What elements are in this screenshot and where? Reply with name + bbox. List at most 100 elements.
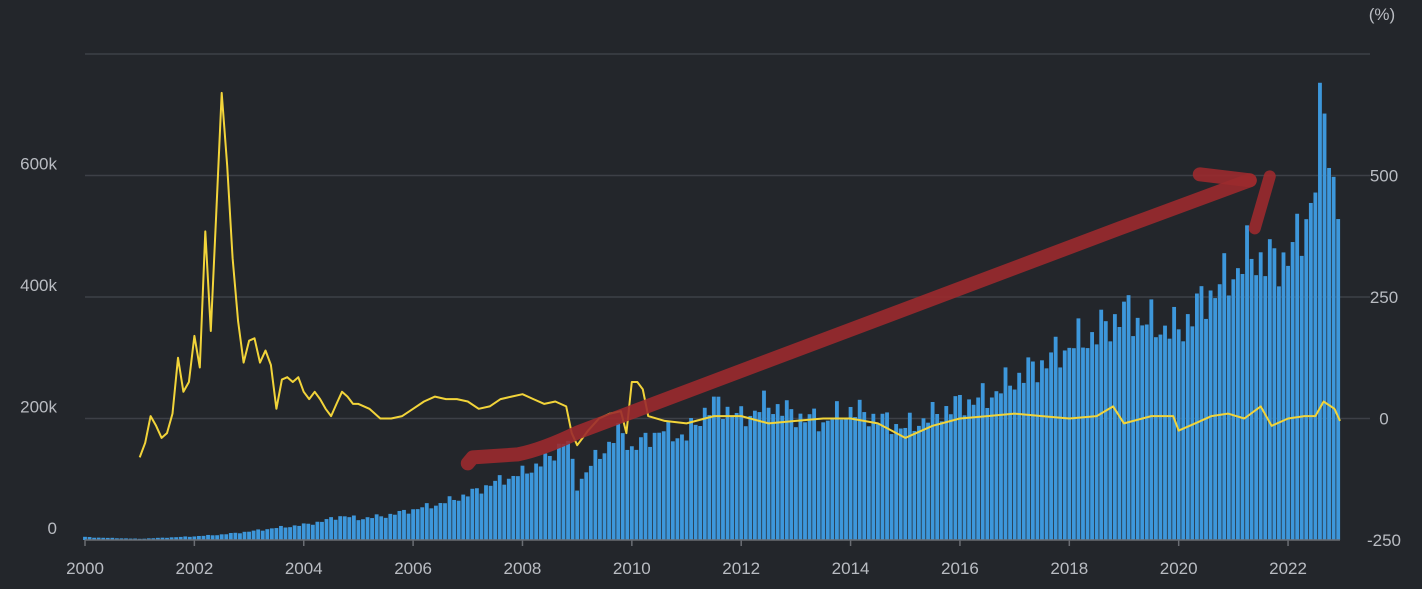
bar-165: [834, 401, 839, 540]
bar-221: [1090, 332, 1095, 540]
bar-271: [1318, 82, 1322, 540]
bar-138: [711, 396, 716, 540]
bar-189: [944, 406, 949, 540]
bar-63: [370, 518, 375, 540]
x-tick-label-2016: 2016: [941, 559, 979, 578]
bar-205: [1017, 372, 1022, 540]
bar-219: [1081, 347, 1085, 540]
bar-267: [1299, 255, 1304, 540]
bar-99: [534, 463, 539, 540]
bar-16: [155, 537, 160, 540]
bar-50: [310, 524, 315, 540]
bar-168: [848, 406, 853, 540]
bar-255: [1245, 225, 1249, 541]
bar-47: [297, 525, 302, 540]
bar-35: [242, 531, 247, 540]
bar-46: [292, 525, 297, 540]
bar-215: [1062, 350, 1067, 540]
bar-54: [329, 517, 333, 540]
bar-61: [361, 519, 365, 540]
bar-171: [862, 412, 867, 540]
bar-53: [324, 519, 329, 540]
bar-101: [543, 453, 548, 540]
bar-252: [1231, 279, 1236, 540]
bar-253: [1236, 268, 1240, 540]
bar-229: [1126, 295, 1131, 540]
bar-107: [570, 458, 575, 540]
bar-52: [320, 521, 324, 540]
bar-89: [488, 485, 493, 540]
bar-117: [616, 422, 621, 540]
bar-235: [1153, 337, 1158, 540]
bar-270: [1313, 192, 1318, 540]
bar-57: [342, 516, 347, 540]
bar-196: [976, 397, 981, 540]
bar-248: [1213, 298, 1218, 540]
bar-115: [607, 441, 611, 540]
bar-48: [301, 523, 306, 540]
bar-243: [1190, 326, 1195, 540]
bar-158: [803, 422, 807, 540]
bar-0: [83, 536, 87, 540]
bar-96: [520, 465, 525, 540]
bar-147: [752, 410, 757, 540]
bar-6: [110, 537, 115, 540]
bar-114: [602, 453, 607, 540]
bar-30: [219, 534, 224, 540]
bar-122: [639, 437, 643, 540]
bar-260: [1267, 239, 1272, 540]
bar-139: [716, 396, 721, 540]
bar-series: [83, 82, 1341, 541]
bar-144: [739, 406, 744, 540]
bar-153: [780, 415, 785, 540]
bar-8: [119, 538, 124, 540]
bar-22: [183, 536, 188, 540]
bar-80: [447, 496, 452, 540]
y-right-tick-label--250: -250: [1367, 531, 1401, 550]
bar-207: [1026, 357, 1031, 540]
bar-103: [552, 460, 557, 540]
bar-39: [260, 530, 265, 540]
bar-119: [625, 449, 630, 540]
bar-240: [1176, 329, 1181, 540]
bar-33: [233, 532, 238, 540]
bar-67: [388, 513, 393, 540]
bar-45: [288, 527, 292, 540]
x-tick-label-2004: 2004: [285, 559, 323, 578]
bar-75: [424, 503, 429, 540]
bar-210: [1040, 360, 1044, 540]
bar-142: [730, 415, 735, 540]
bar-113: [598, 458, 602, 540]
bar-27: [206, 534, 210, 540]
bar-135: [698, 426, 703, 540]
bar-224: [1103, 321, 1108, 540]
bar-174: [876, 424, 880, 540]
bar-83: [461, 494, 466, 540]
bar-216: [1067, 347, 1072, 540]
bar-104: [557, 443, 561, 540]
bar-265: [1290, 242, 1295, 540]
bar-178: [894, 424, 899, 540]
axis-layer: 0 200k 400k 600k -250 0 250 500 2000 2002 2004 2006…: [20, 155, 1401, 579]
x-tick-label-2014: 2014: [832, 559, 870, 578]
growth-line: [138, 91, 1341, 458]
x-tick-label-2010: 2010: [613, 559, 651, 578]
bar-109: [579, 478, 584, 540]
bar-38: [256, 529, 261, 540]
bar-34: [238, 533, 242, 540]
bar-141: [725, 406, 730, 540]
bar-58: [347, 517, 352, 540]
bar-129: [670, 441, 675, 540]
bar-76: [429, 508, 434, 540]
y-left-tick-label-200k: 200k: [20, 398, 57, 417]
bar-238: [1167, 338, 1172, 540]
bar-17: [160, 537, 165, 540]
bar-148: [757, 412, 762, 540]
bar-14: [146, 538, 151, 540]
bar-43: [279, 525, 283, 540]
bar-212: [1049, 352, 1054, 540]
bar-211: [1044, 368, 1049, 540]
bar-181: [907, 412, 912, 540]
bar-167: [844, 417, 848, 540]
x-tick-label-2020: 2020: [1160, 559, 1198, 578]
